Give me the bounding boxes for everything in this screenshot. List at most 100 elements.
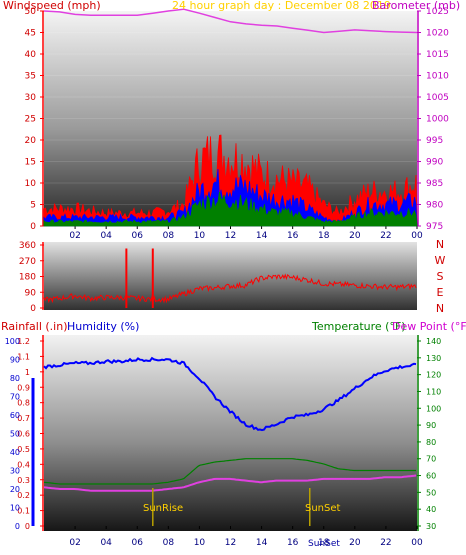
rain-tick-label: 1.2 — [17, 337, 30, 346]
dewpoint-axis-title: Dew Point (°F) — [392, 320, 466, 333]
x-tick-label: 04 — [100, 538, 112, 548]
x-tick-label: 18 — [318, 538, 330, 548]
direction-line — [43, 273, 417, 304]
wind-series-2 — [43, 191, 418, 227]
baro-tick-label: 1025 — [426, 7, 449, 17]
compass-label: S — [437, 270, 444, 283]
x-tick-label: 12 — [225, 231, 236, 241]
temp-tick-label: 70 — [426, 455, 436, 464]
x-tick-label: 10 — [194, 538, 206, 548]
baro-tick-label: 975 — [426, 222, 443, 232]
temp-tick-label: 80 — [426, 438, 436, 447]
baro-tick-label: 1015 — [426, 50, 449, 60]
wind-tick-label: 35 — [25, 72, 36, 82]
rain-tick-label: 0.3 — [17, 476, 30, 485]
humidity-tick-label: 10 — [10, 504, 20, 513]
x-tick-label: 04 — [100, 231, 112, 241]
rain-axis-title: Rainfall (.in) — [1, 320, 68, 333]
x-tick-label: 20 — [349, 538, 361, 548]
rain-tick-label: 0 — [25, 522, 30, 531]
temp-tick-label: 130 — [426, 354, 441, 363]
x-tick-label: 20 — [349, 231, 361, 241]
x-tick-label: 12 — [225, 538, 236, 548]
temp-tick-label: 100 — [426, 404, 441, 413]
wind-series-1 — [43, 169, 418, 227]
rain-tick-label: 0.1 — [17, 507, 30, 516]
compass-label: N — [436, 238, 444, 251]
x-tick-label: 00 — [411, 538, 423, 548]
baro-tick-label: 1020 — [426, 29, 449, 39]
x-tick-label: 02 — [69, 538, 80, 548]
compass-label: W — [435, 254, 446, 267]
baro-tick-label: 985 — [426, 179, 443, 189]
temp-tick-label: 40 — [426, 505, 436, 514]
x-tick-label: 02 — [69, 231, 80, 241]
rain-tick-label: 0.6 — [17, 430, 30, 439]
wind-tick-label: 5 — [30, 201, 36, 211]
rain-tick-label: 0.7 — [17, 414, 30, 423]
x-tick-label: 00 — [411, 231, 423, 241]
x-tick-label: 14 — [256, 231, 268, 241]
humidity-tick-label: 80 — [10, 374, 20, 383]
temp-tick-label: 30 — [426, 522, 436, 531]
humidity-tick-label: 0 — [15, 522, 20, 531]
x-tick-label: 14 — [256, 538, 268, 548]
climate-panel — [44, 335, 417, 531]
temp-tick-label: 120 — [426, 371, 441, 380]
dir-tick-label: 0 — [30, 304, 36, 314]
rain-tick-label: 0.4 — [17, 460, 30, 469]
climate-series-0 — [43, 356, 417, 432]
compass-label: N — [436, 302, 444, 315]
humidity-tick-label: 90 — [10, 356, 20, 365]
rain-tick-label: 0.2 — [17, 491, 30, 500]
climate-series-2 — [43, 474, 417, 492]
wind-tick-label: 25 — [25, 115, 36, 125]
barometer-line — [43, 8, 418, 34]
direction-panel — [44, 242, 417, 310]
humidity-tick-label: 50 — [10, 430, 20, 439]
baro-tick-label: 1010 — [426, 72, 449, 82]
wind-tick-label: 15 — [25, 158, 36, 168]
dir-tick-label: 180 — [19, 273, 36, 283]
graph-title: 24 hour graph day : December 08 2019 — [172, 0, 391, 12]
x-tick-label: 08 — [163, 231, 175, 241]
baro-tick-label: 980 — [426, 201, 443, 211]
humidity-tick-label: 20 — [10, 485, 20, 494]
x-tick-label: 16 — [287, 231, 299, 241]
temp-tick-label: 60 — [426, 472, 436, 481]
rain-tick-label: 0.5 — [17, 445, 30, 454]
climate-series-1 — [43, 458, 416, 485]
x-tick-label: 22 — [380, 231, 391, 241]
dir-tick-label: 270 — [19, 257, 36, 267]
temp-tick-label: 110 — [426, 387, 441, 396]
barometer-axis-title: Barometer (mb) — [372, 0, 460, 12]
humidity-tick-label: 40 — [10, 448, 20, 457]
sunset-bottom-label: SunSet — [308, 539, 340, 549]
rain-tick-label: 0.9 — [17, 383, 30, 392]
humidity-axis-title: Humidity (%) — [67, 320, 139, 333]
wind-series-0 — [43, 134, 418, 227]
x-tick-label: 10 — [194, 231, 206, 241]
sunrise-label: SunRise — [143, 503, 183, 514]
baro-tick-label: 990 — [426, 158, 443, 168]
wind-tick-label: 0 — [30, 222, 36, 232]
rain-tick-label: 0.8 — [17, 399, 30, 408]
temp-tick-label: 140 — [426, 337, 441, 346]
humidity-tick-label: 60 — [10, 411, 20, 420]
x-tick-label: 06 — [132, 538, 144, 548]
baro-tick-label: 1005 — [426, 93, 449, 103]
wind-axis-title: Windspeed (mph) — [3, 0, 101, 12]
compass-label: E — [437, 286, 444, 299]
x-tick-label: 08 — [163, 538, 175, 548]
wind-tick-label: 30 — [25, 93, 37, 103]
wind-tick-label: 50 — [25, 7, 37, 17]
temperature-axis-title: Temperature (°F) — [311, 320, 406, 333]
humidity-tick-label: 100 — [5, 337, 20, 346]
rain-tick-label: 1 — [25, 368, 30, 377]
dir-tick-label: 90 — [25, 288, 37, 298]
baro-tick-label: 1000 — [426, 115, 449, 125]
x-tick-label: 16 — [287, 538, 299, 548]
x-tick-label: 22 — [380, 538, 391, 548]
temp-tick-label: 50 — [426, 488, 436, 497]
